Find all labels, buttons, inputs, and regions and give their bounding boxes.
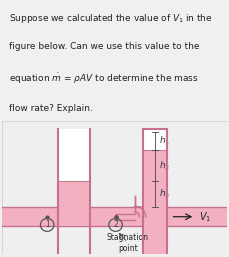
Text: 1: 1 xyxy=(45,221,49,230)
Text: $V_1$: $V_1$ xyxy=(199,210,211,224)
Text: equation $\dot{m}$ = $\rho AV$ to determine the mass: equation $\dot{m}$ = $\rho AV$ to determ… xyxy=(9,72,199,86)
Text: Suppose we calculated the value of $V_1$ in the: Suppose we calculated the value of $V_1$… xyxy=(9,12,213,25)
Bar xyxy=(116,214,135,220)
Text: Stagnation
point: Stagnation point xyxy=(107,233,149,253)
Text: $h_2$: $h_2$ xyxy=(159,159,170,172)
Text: flow rate? Explain.: flow rate? Explain. xyxy=(9,104,93,113)
Bar xyxy=(142,130,167,207)
Text: 2: 2 xyxy=(113,221,118,230)
Text: figure below. Can we use this value to the: figure below. Can we use this value to t… xyxy=(9,42,200,51)
Bar xyxy=(142,207,167,254)
Bar xyxy=(58,181,90,226)
Text: $h_1$: $h_1$ xyxy=(159,134,170,147)
Bar xyxy=(2,207,227,226)
Bar xyxy=(142,150,167,254)
Text: $h_3$: $h_3$ xyxy=(159,188,170,200)
Bar xyxy=(58,130,90,207)
